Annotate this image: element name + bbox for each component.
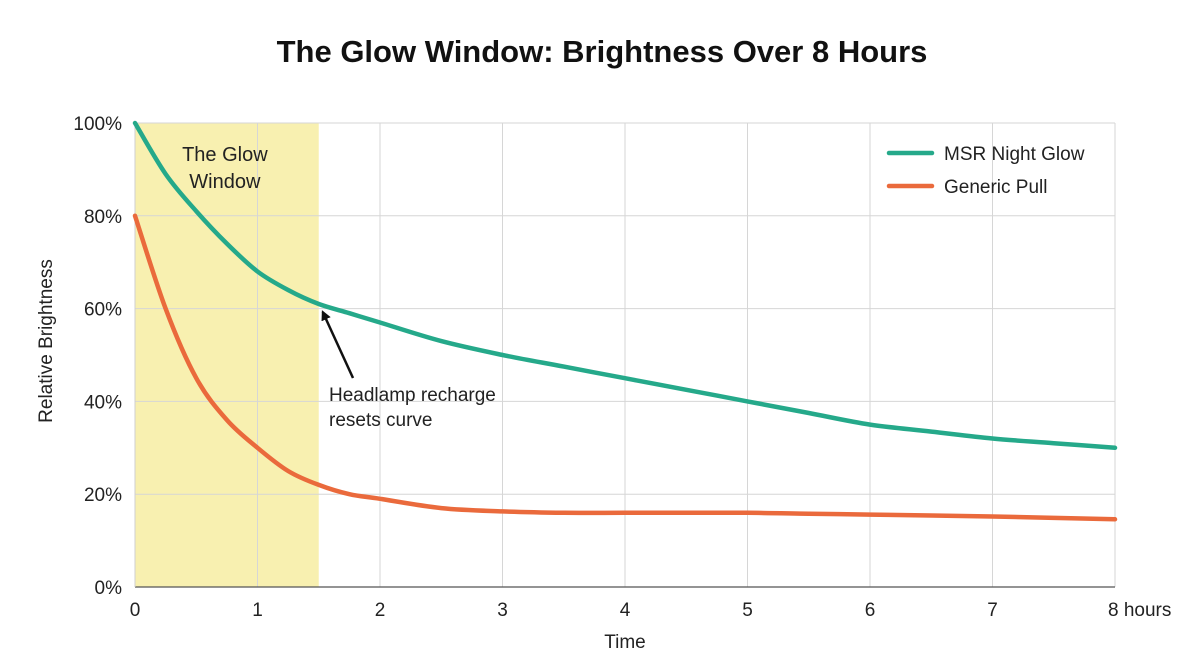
x-tick-label: 2 — [375, 600, 386, 621]
x-tick-label: 1 — [252, 600, 263, 621]
x-tick-label: 4 — [620, 600, 631, 621]
y-tick-label: 20% — [84, 485, 122, 506]
legend-label: Generic Pull — [944, 177, 1048, 198]
x-axis-label: Time — [604, 632, 646, 653]
y-tick-label: 0% — [95, 578, 123, 599]
y-tick-label: 60% — [84, 300, 122, 321]
annotation-text: Headlamp recharge — [329, 385, 496, 406]
x-tick-label: 6 — [865, 600, 876, 621]
x-tick-label: 7 — [987, 600, 998, 621]
y-tick-label: 100% — [73, 114, 122, 135]
legend-label: MSR Night Glow — [944, 144, 1085, 165]
glow-window-band — [135, 123, 319, 587]
series-line-0 — [132, 120, 1118, 451]
x-tick-label: 0 — [130, 600, 141, 621]
y-tick-label: 80% — [84, 207, 122, 228]
glow-window-label: The Glow — [182, 144, 268, 166]
y-axis-label: Relative Brightness — [36, 259, 57, 423]
x-tick-label: 3 — [497, 600, 508, 621]
annotation-text: resets curve — [329, 410, 432, 431]
y-tick-label: 40% — [84, 392, 122, 413]
glow-window-label: Window — [189, 171, 261, 193]
x-tick-label: 5 — [742, 600, 753, 621]
series-line-1 — [132, 213, 1118, 522]
x-tick-label: 8 hours — [1108, 600, 1171, 621]
annotation-arrow — [321, 310, 355, 379]
chart-title: The Glow Window: Brightness Over 8 Hours — [277, 34, 928, 69]
